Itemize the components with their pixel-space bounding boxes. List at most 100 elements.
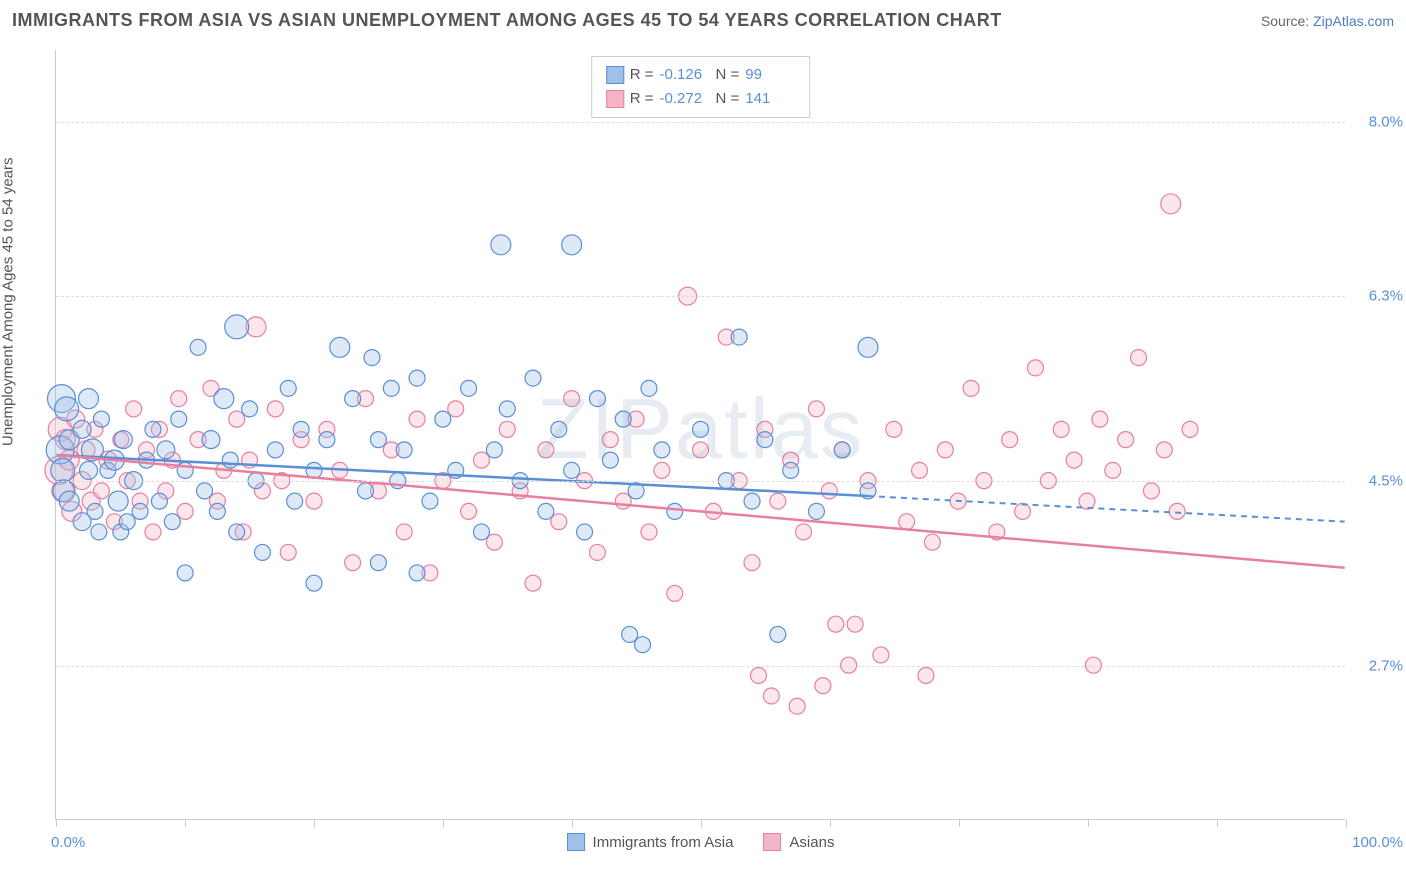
data-point [1161,194,1181,214]
data-point [847,616,863,632]
data-point [899,514,915,530]
data-point [744,493,760,509]
data-point [396,524,412,540]
y-tick-label: 6.3% [1369,288,1403,305]
data-point [1053,421,1069,437]
data-point [1156,442,1172,458]
data-point [87,503,103,519]
legend: Immigrants from AsiaAsians [567,833,835,851]
stat-r-label: R = [630,63,654,87]
data-point [789,698,805,714]
data-point [422,493,438,509]
data-point [770,493,786,509]
legend-item: Asians [763,833,834,851]
data-point [280,544,296,560]
data-point [197,483,213,499]
data-point [641,524,657,540]
data-point [280,380,296,396]
data-point [242,401,258,417]
data-point [345,391,361,407]
data-point [589,544,605,560]
data-point [132,503,148,519]
x-axis-min-label: 0.0% [51,834,85,851]
data-point [177,503,193,519]
stat-n-value: 141 [745,87,795,111]
data-point [499,421,515,437]
data-point [171,391,187,407]
series-swatch [567,833,585,851]
stat-n-label: N = [716,63,740,87]
data-point [873,647,889,663]
x-tick [572,819,573,827]
data-point [108,491,128,511]
data-point [293,421,309,437]
data-point [55,397,79,421]
data-point [330,337,350,357]
data-point [119,514,135,530]
trend-line [56,455,1344,568]
data-point [448,401,464,417]
data-point [370,555,386,571]
stat-n-label: N = [716,87,740,111]
data-point [306,575,322,591]
stat-n-value: 99 [745,63,795,87]
correlation-stats-box: R =-0.126N =99R =-0.272N =141 [591,56,811,118]
data-point [602,432,618,448]
data-point [858,337,878,357]
x-axis-max-label: 100.0% [1352,834,1403,851]
data-point [763,688,779,704]
data-point [358,483,374,499]
data-point [209,503,225,519]
data-point [364,350,380,366]
chart-plot-area: ZIPatlas R =-0.126N =99R =-0.272N =141 0… [55,50,1345,820]
x-tick [443,819,444,827]
data-point [171,411,187,427]
stat-row: R =-0.272N =141 [606,87,796,111]
chart-header: IMMIGRANTS FROM ASIA VS ASIAN UNEMPLOYME… [12,10,1394,31]
data-point [1131,350,1147,366]
data-point [757,432,773,448]
data-point [190,339,206,355]
data-point [59,491,79,511]
x-tick [1217,819,1218,827]
gridline [56,666,1345,667]
source-link[interactable]: ZipAtlas.com [1313,13,1394,29]
data-point [145,524,161,540]
data-point [770,626,786,642]
y-tick-label: 4.5% [1369,473,1403,490]
data-point [828,616,844,632]
data-point [654,442,670,458]
source-label: Source: [1261,13,1309,29]
y-tick-label: 8.0% [1369,113,1403,130]
data-point [214,389,234,409]
data-point [635,637,651,653]
data-point [615,493,631,509]
data-point [461,380,477,396]
data-point [93,411,109,427]
series-swatch [606,66,624,84]
data-point [51,458,75,482]
data-point [654,462,670,478]
data-point [409,411,425,427]
legend-label: Asians [789,834,834,851]
data-point [622,626,638,642]
stat-r-label: R = [630,87,654,111]
data-point [145,421,161,437]
data-point [564,462,580,478]
data-point [222,452,238,468]
data-point [177,565,193,581]
x-tick [959,819,960,827]
data-point [225,315,249,339]
stat-r-value: -0.272 [660,87,710,111]
x-tick [56,819,57,827]
data-point [306,493,322,509]
data-point [157,441,175,459]
y-axis-label: Unemployment Among Ages 45 to 54 years [0,157,17,446]
data-point [886,421,902,437]
data-point [80,461,98,479]
data-point [151,493,167,509]
data-point [918,667,934,683]
y-tick-label: 2.7% [1369,658,1403,675]
data-point [564,391,580,407]
data-point [834,442,850,458]
